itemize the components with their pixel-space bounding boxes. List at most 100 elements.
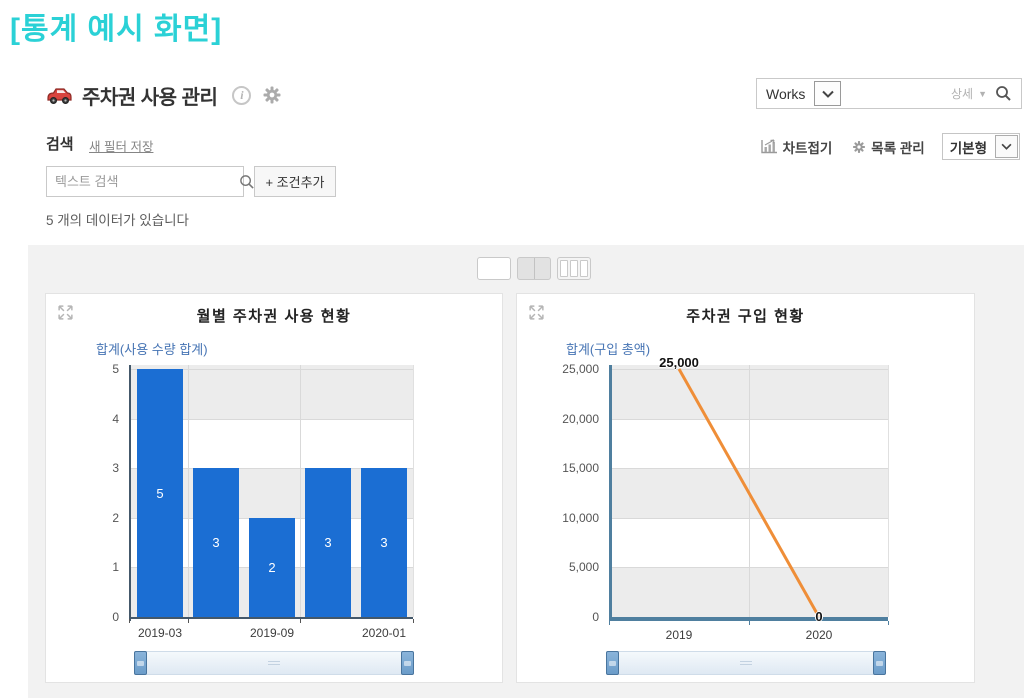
line-series[interactable]	[609, 365, 889, 618]
chevron-down-icon: ▼	[978, 88, 987, 99]
layout-two-column-button[interactable]	[517, 257, 551, 280]
chart-legend: 합계(구입 총액)	[566, 342, 651, 357]
expand-icon[interactable]	[57, 304, 74, 326]
bar-value-label: 5	[156, 485, 164, 501]
chart-legend: 합계(사용 수량 합계)	[96, 342, 208, 357]
bar[interactable]: 5	[137, 369, 183, 617]
advanced-search-toggle[interactable]: 상세	[950, 87, 974, 101]
view-type-value: 기본형	[949, 140, 987, 156]
y-tick-label: 0	[112, 610, 119, 624]
data-point-label: 25,000	[659, 355, 699, 370]
y-axis-labels: 5 4 3 2 1 0	[46, 362, 119, 624]
x-axis-tick	[300, 619, 301, 623]
slider-handle-right[interactable]	[401, 651, 414, 675]
save-new-filter-link[interactable]: 새 필터 저장	[89, 140, 154, 154]
gridline-horizontal	[609, 418, 888, 420]
x-axis-tick	[188, 619, 189, 623]
info-icon[interactable]: i	[232, 85, 252, 105]
page-title: [통계 예시 화면]	[10, 13, 223, 46]
chart-title: 월별 주차권 사용 현황	[196, 308, 352, 325]
slider-grip	[268, 661, 280, 665]
gridline-vertical	[188, 365, 189, 617]
fold-chart-button[interactable]: 차트접기	[760, 137, 833, 157]
y-tick-label: 4	[112, 411, 119, 426]
plot-band	[609, 567, 888, 617]
gridline-horizontal	[129, 468, 413, 470]
works-dropdown-button[interactable]	[814, 81, 842, 106]
global-search-bar: Works 상세 ▼	[756, 78, 1022, 109]
gridline-horizontal	[609, 567, 888, 569]
car-icon	[46, 85, 73, 105]
bar-value-label: 3	[380, 535, 388, 551]
layout-three-column-button[interactable]	[557, 257, 591, 280]
y-tick-label: 10,000	[562, 510, 599, 525]
y-tick-label: 15,000	[562, 461, 599, 476]
data-point-label: 0	[815, 609, 823, 624]
chart-title: 주차권 구입 현황	[686, 308, 805, 325]
settings-gear-icon[interactable]	[262, 85, 282, 105]
x-axis-tick	[129, 619, 130, 623]
x-axis-tick	[413, 619, 414, 623]
fold-chart-label: 차트접기	[782, 140, 833, 156]
x-axis-tick	[609, 621, 610, 625]
add-condition-button[interactable]: + 조건추가	[254, 166, 336, 197]
text-search-input[interactable]	[47, 174, 239, 189]
x-tick-label: 2019-09	[249, 626, 295, 640]
y-tick-label: 2	[112, 510, 119, 525]
y-axis-line	[609, 365, 612, 621]
bar-plot-area: 5 3 2 3 3 2019-03 2019-09 2020-01	[129, 365, 414, 640]
line-plot-area: 2019 2020 25,000 0	[609, 355, 889, 642]
slider-handle-left[interactable]	[134, 651, 147, 675]
chart-icon	[760, 139, 778, 154]
global-search-icon[interactable]	[995, 85, 1012, 102]
list-manage-button[interactable]: 목록 관리	[852, 137, 925, 157]
x-tick-label: 2020-01	[361, 626, 407, 640]
slider-handle-right[interactable]	[873, 651, 886, 675]
y-tick-label: 5,000	[568, 560, 599, 575]
x-tick-label: 2020	[805, 628, 833, 642]
zoom-range-slider[interactable]	[606, 651, 886, 675]
bar[interactable]: 3	[193, 468, 239, 617]
layout-toggle-group	[477, 257, 591, 280]
chevron-down-icon	[995, 135, 1018, 158]
gear-icon	[852, 140, 866, 154]
y-tick-label: 3	[112, 461, 119, 476]
text-search-box	[46, 166, 254, 197]
expand-icon[interactable]	[528, 304, 545, 326]
bar-value-label: 3	[212, 535, 220, 551]
line-chart-card: 주차권 구입 현황 합계(구입 총액) 25,000 20,000 15,000 10…	[516, 293, 975, 683]
x-axis-line	[609, 617, 888, 621]
slider-grip	[740, 661, 752, 665]
result-count-text: 5 개의 데이터가 있습니다	[46, 213, 189, 228]
view-type-select[interactable]: 기본형	[941, 133, 1020, 160]
search-section-label: 검색	[46, 136, 74, 153]
slider-handle-left[interactable]	[606, 651, 619, 675]
x-axis-tick	[749, 621, 750, 625]
x-tick-label: 2019	[665, 628, 693, 642]
y-tick-label: 5	[112, 362, 119, 376]
list-manage-label: 목록 관리	[871, 140, 925, 156]
y-tick-label: 0	[592, 610, 599, 624]
bar[interactable]: 3	[361, 468, 407, 617]
search-icon[interactable]	[239, 174, 255, 190]
bar[interactable]: 2	[249, 517, 295, 617]
gridline-horizontal	[129, 418, 413, 420]
bar[interactable]: 3	[305, 468, 351, 617]
gridline-vertical	[300, 365, 301, 617]
bar-chart-card: 월별 주차권 사용 현황 합계(사용 수량 합계) 5 4 3 2 1 0 5 3 2 3 3 20…	[45, 293, 503, 683]
plot-band	[609, 365, 888, 419]
y-tick-label: 1	[112, 560, 119, 575]
gridline-horizontal	[609, 517, 888, 519]
bar-value-label: 2	[268, 559, 276, 575]
bar-value-label: 3	[324, 535, 332, 551]
layout-one-column-button[interactable]	[477, 257, 511, 280]
y-tick-label: 25,000	[562, 362, 599, 376]
gridline-horizontal	[609, 369, 888, 370]
charts-panel: 월별 주차권 사용 현황 합계(사용 수량 합계) 5 4 3 2 1 0 5 3 2 3 3 20…	[28, 245, 1024, 698]
works-selected-value: Works	[766, 85, 806, 102]
y-axis-labels: 25,000 20,000 15,000 10,000 5,000 0	[517, 362, 599, 624]
zoom-range-slider[interactable]	[134, 651, 414, 675]
y-axis-line	[129, 365, 131, 621]
x-tick-label: 2019-03	[137, 626, 183, 640]
x-axis-line	[129, 617, 413, 619]
